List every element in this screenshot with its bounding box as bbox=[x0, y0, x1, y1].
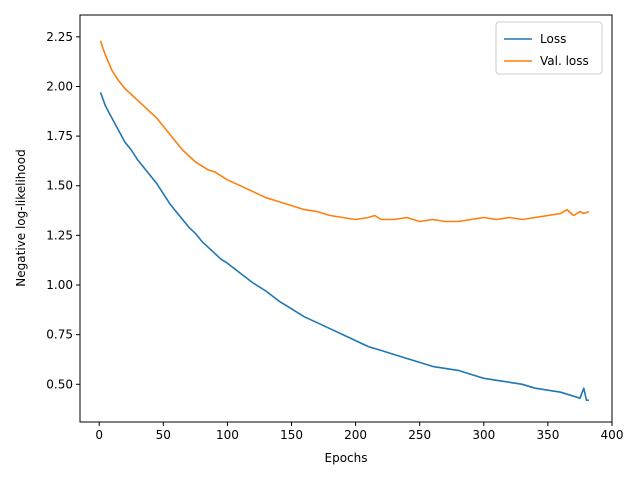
x-tick-label: 50 bbox=[156, 428, 171, 442]
y-axis: 0.50 0.75 1.00 1.25 1.50 1.75 2.00 2.25 bbox=[46, 30, 80, 391]
x-tick-label: 300 bbox=[472, 428, 495, 442]
x-axis-label: Epochs bbox=[325, 451, 368, 465]
series-layer bbox=[99, 40, 590, 402]
y-tick-label: 0.50 bbox=[46, 377, 73, 391]
y-axis-label: Negative log-likelihood bbox=[14, 149, 28, 286]
axes-frame bbox=[79, 14, 613, 423]
x-tick-label: 200 bbox=[344, 428, 367, 442]
x-tick-label: 350 bbox=[536, 428, 559, 442]
axes-border bbox=[79, 14, 613, 423]
y-tick-label: 2.00 bbox=[46, 79, 73, 93]
y-tick-label: 0.75 bbox=[46, 328, 73, 342]
y-tick-label: 1.25 bbox=[46, 228, 73, 242]
x-tick-label: 400 bbox=[601, 428, 624, 442]
legend-label-1: Val. loss bbox=[540, 54, 589, 68]
x-tick-label: 0 bbox=[95, 428, 103, 442]
y-tick-label: 1.50 bbox=[46, 179, 73, 193]
x-tick-label: 100 bbox=[216, 428, 239, 442]
legend: Loss Val. loss bbox=[495, 21, 603, 75]
y-tick-label: 2.25 bbox=[46, 30, 73, 44]
x-tick-label: 150 bbox=[280, 428, 303, 442]
x-axis: 0 50 100 150 200 250 300 350 400 bbox=[95, 422, 623, 442]
legend-label-0: Loss bbox=[540, 32, 566, 46]
series-line-1 bbox=[99, 40, 590, 223]
series-line-0 bbox=[99, 92, 589, 402]
y-tick-label: 1.75 bbox=[46, 129, 73, 143]
x-tick-label: 250 bbox=[408, 428, 431, 442]
y-tick-label: 1.00 bbox=[46, 278, 73, 292]
